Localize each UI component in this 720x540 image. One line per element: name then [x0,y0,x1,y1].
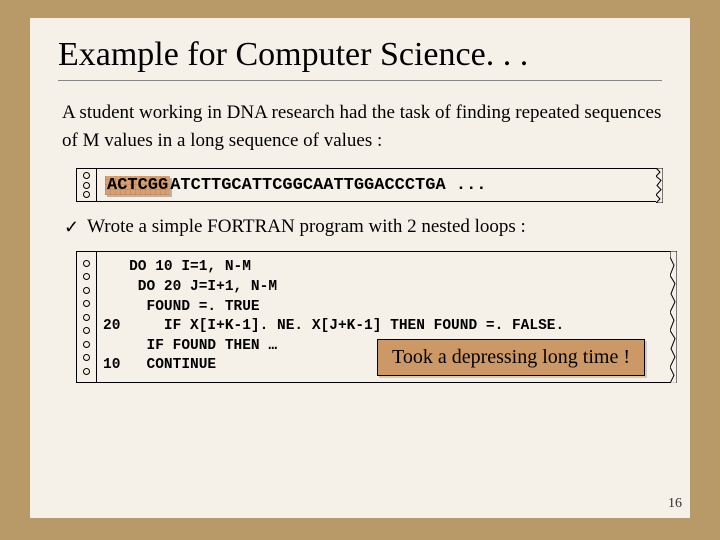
code-notepad: DO 10 I=1, N-M DO 20 J=I+1, N-M FOUND =.… [76,251,676,382]
code-line: IF FOUND THEN … [103,338,277,354]
slide-container: Example for Computer Science. . . A stud… [30,18,690,518]
page-number: 16 [668,496,682,512]
torn-edge [656,168,663,203]
title-divider [58,80,662,81]
bullet-item: ✓ Wrote a simple FORTRAN program with 2 … [64,216,662,239]
callout-box: Took a depressing long time ! [377,339,645,376]
intro-paragraph: A student working in DNA research had th… [58,99,662,154]
code-label: 20 [103,318,120,334]
slide-title: Example for Computer Science. . . [58,36,662,74]
dna-content: ACTCGGATCTTGCATTCGGCAATTGGACCCTGA ... [97,169,661,201]
torn-edge [670,251,677,383]
spiral-binding [77,252,97,381]
code-line: FOUND =. TRUE [103,299,260,315]
code-line: IF X[I+K-1]. NE. X[J+K-1] THEN FOUND =. … [120,318,564,334]
check-icon: ✓ [64,216,79,239]
code-line: CONTINUE [120,357,216,373]
bullet-text: Wrote a simple FORTRAN program with 2 ne… [87,216,526,238]
spiral-binding [77,169,97,201]
dna-highlight: ACTCGG [105,176,170,195]
dna-notepad: ACTCGGATCTTGCATTCGGCAATTGGACCCTGA ... [76,168,662,202]
code-line: DO 10 I=1, N-M [103,259,251,275]
dna-rest: ATCTTGCATTCGGCAATTGGACCCTGA ... [170,176,486,195]
code-label: 10 [103,357,120,373]
code-line: DO 20 J=I+1, N-M [103,279,277,295]
